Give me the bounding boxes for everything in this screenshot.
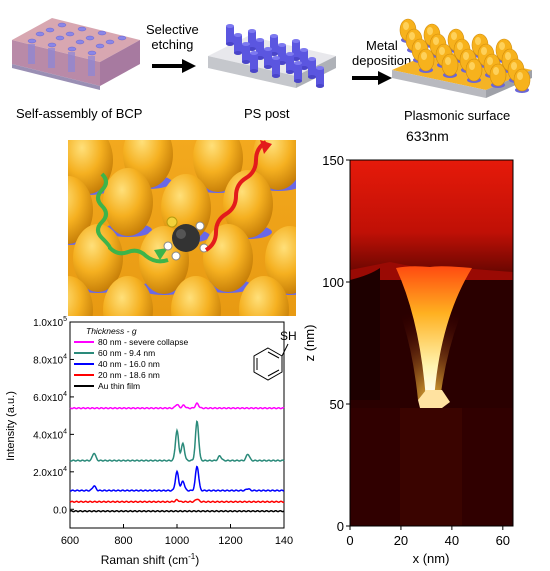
scattered-wave-arrowhead-icon bbox=[260, 140, 272, 154]
thiol-sh-label: SH bbox=[280, 329, 297, 343]
field-map-x-tick-label: 0 bbox=[346, 533, 353, 548]
arrow1-label-line1: Selective bbox=[146, 22, 199, 37]
field-map-x-tick-label: 40 bbox=[445, 533, 459, 548]
gold-dome bbox=[68, 276, 93, 316]
ps-post bbox=[226, 24, 234, 46]
raman-plot-frame bbox=[69, 321, 285, 529]
gold-cap bbox=[441, 53, 459, 78]
raman-series-group bbox=[69, 402, 285, 513]
raman-x-tick-label: 140 bbox=[275, 535, 293, 547]
raman-y-tick-label: 8.0x104 bbox=[33, 353, 67, 366]
raman-legend-label: 60 nm - 9.4 nm bbox=[98, 348, 155, 358]
field-map-y-axis-label: z (nm) bbox=[302, 325, 317, 362]
ps-post bbox=[272, 56, 280, 78]
step3-label: Plasmonic surface bbox=[404, 108, 511, 123]
raman-x-axis: 600 800 1000 1200 140 bbox=[61, 524, 293, 547]
raman-x-tick-label: 1000 bbox=[165, 535, 189, 547]
scattered-raman-wave bbox=[204, 140, 268, 252]
raman-y-axis: 0.0 2.0x104 4.0x104 6.0x104 8.0x104 1.0x105 bbox=[33, 316, 74, 516]
field-map-y-axis: 0 50 100 150 bbox=[322, 153, 350, 534]
raman-x-tick-label: 600 bbox=[61, 535, 79, 547]
gold-cap bbox=[513, 68, 531, 93]
raman-legend-label: 40 nm - 16.0 nm bbox=[98, 359, 160, 369]
arrow2-label-line2: deposition bbox=[352, 53, 412, 68]
raman-x-tick-label: 800 bbox=[114, 535, 132, 547]
ps-post bbox=[308, 57, 316, 79]
gold-dome bbox=[103, 276, 153, 316]
field-map-frame bbox=[349, 159, 514, 527]
field-map-y-tick-label: 150 bbox=[322, 153, 344, 168]
raman-y-tick-label: 4.0x104 bbox=[33, 428, 67, 441]
raman-series-line bbox=[69, 402, 285, 410]
raman-legend-title: Thickness - g bbox=[86, 326, 137, 336]
ps-post bbox=[294, 61, 302, 83]
field-map-y-tick-label: 100 bbox=[322, 275, 344, 290]
raman-legend-label: 80 nm - severe collapse bbox=[98, 337, 189, 347]
arrow1-label: Selective etching bbox=[146, 22, 199, 52]
field-map-y-tick-label: 50 bbox=[330, 397, 344, 412]
ps-post bbox=[250, 51, 258, 73]
raman-series-line bbox=[69, 465, 285, 492]
gold-cap bbox=[417, 48, 435, 73]
raman-y-axis-label: Intensity (a.u.) bbox=[5, 391, 17, 461]
plasmonic-surface-illustration bbox=[392, 18, 532, 98]
raman-y-tick-label: 0.0 bbox=[53, 505, 67, 516]
gold-cap-array bbox=[399, 18, 531, 93]
field-enhancement-map: 0 50 100 150 0 20 40 60 z (nm) x (nm) bbox=[302, 153, 514, 566]
process-arrow-1-icon bbox=[152, 59, 196, 73]
field-map-x-tick-label: 60 bbox=[496, 533, 510, 548]
raman-x-axis-label: Raman shift (cm-1) bbox=[101, 552, 199, 567]
ps-post bbox=[242, 42, 250, 64]
gold-dome bbox=[171, 276, 221, 316]
field-map-y-tick-label: 0 bbox=[337, 519, 344, 534]
bcp-block-illustration bbox=[12, 18, 140, 90]
gold-dome-array bbox=[68, 140, 296, 316]
ps-post bbox=[286, 52, 294, 74]
raman-y-tick-label: 1.0x105 bbox=[33, 316, 67, 329]
raman-series-line bbox=[69, 498, 285, 503]
field-map-x-axis-label: x (nm) bbox=[413, 551, 450, 566]
raman-spectrum-chart: 0.0 2.0x104 4.0x104 6.0x104 8.0x104 1.0x105 6… bbox=[5, 316, 297, 567]
field-map-x-tick-label: 20 bbox=[394, 533, 408, 548]
ps-post bbox=[264, 47, 272, 69]
raman-series-line bbox=[69, 420, 285, 462]
benzenethiol-structure-icon: SH bbox=[253, 329, 297, 381]
gold-cap bbox=[465, 58, 483, 83]
arrow1-label-line2: etching bbox=[151, 37, 194, 52]
ps-post-illustration bbox=[208, 24, 336, 88]
ps-post bbox=[234, 33, 242, 55]
incident-laser-wave bbox=[96, 172, 169, 264]
field-map-image bbox=[350, 160, 513, 526]
process-arrow-2-icon bbox=[352, 71, 392, 85]
arrow2-label: Metal deposition bbox=[352, 38, 411, 68]
arrow2-label-line1: Metal bbox=[366, 38, 398, 53]
raman-scattering-illustration bbox=[68, 140, 296, 316]
incident-wave-arrowhead-icon bbox=[154, 248, 168, 260]
ps-post bbox=[316, 66, 324, 88]
gold-dome bbox=[239, 276, 289, 316]
thiophenol-molecule-icon bbox=[163, 216, 209, 261]
gold-cap bbox=[489, 63, 507, 88]
field-map-x-axis: 0 20 40 60 bbox=[346, 526, 510, 548]
gold-dome bbox=[103, 168, 153, 237]
step2-label: PS post bbox=[244, 106, 290, 121]
raman-legend-label: 20 nm - 18.6 nm bbox=[98, 370, 160, 380]
raman-y-tick-label: 6.0x104 bbox=[33, 391, 67, 404]
field-map-title: 633nm bbox=[406, 128, 449, 144]
raman-x-tick-label: 1200 bbox=[218, 535, 242, 547]
raman-legend-label: Au thin film bbox=[98, 381, 140, 391]
raman-y-tick-label: 2.0x104 bbox=[33, 466, 67, 479]
ps-post-array bbox=[226, 24, 324, 88]
raman-series-line bbox=[69, 509, 285, 513]
step1-label: Self-assembly of BCP bbox=[16, 106, 143, 121]
